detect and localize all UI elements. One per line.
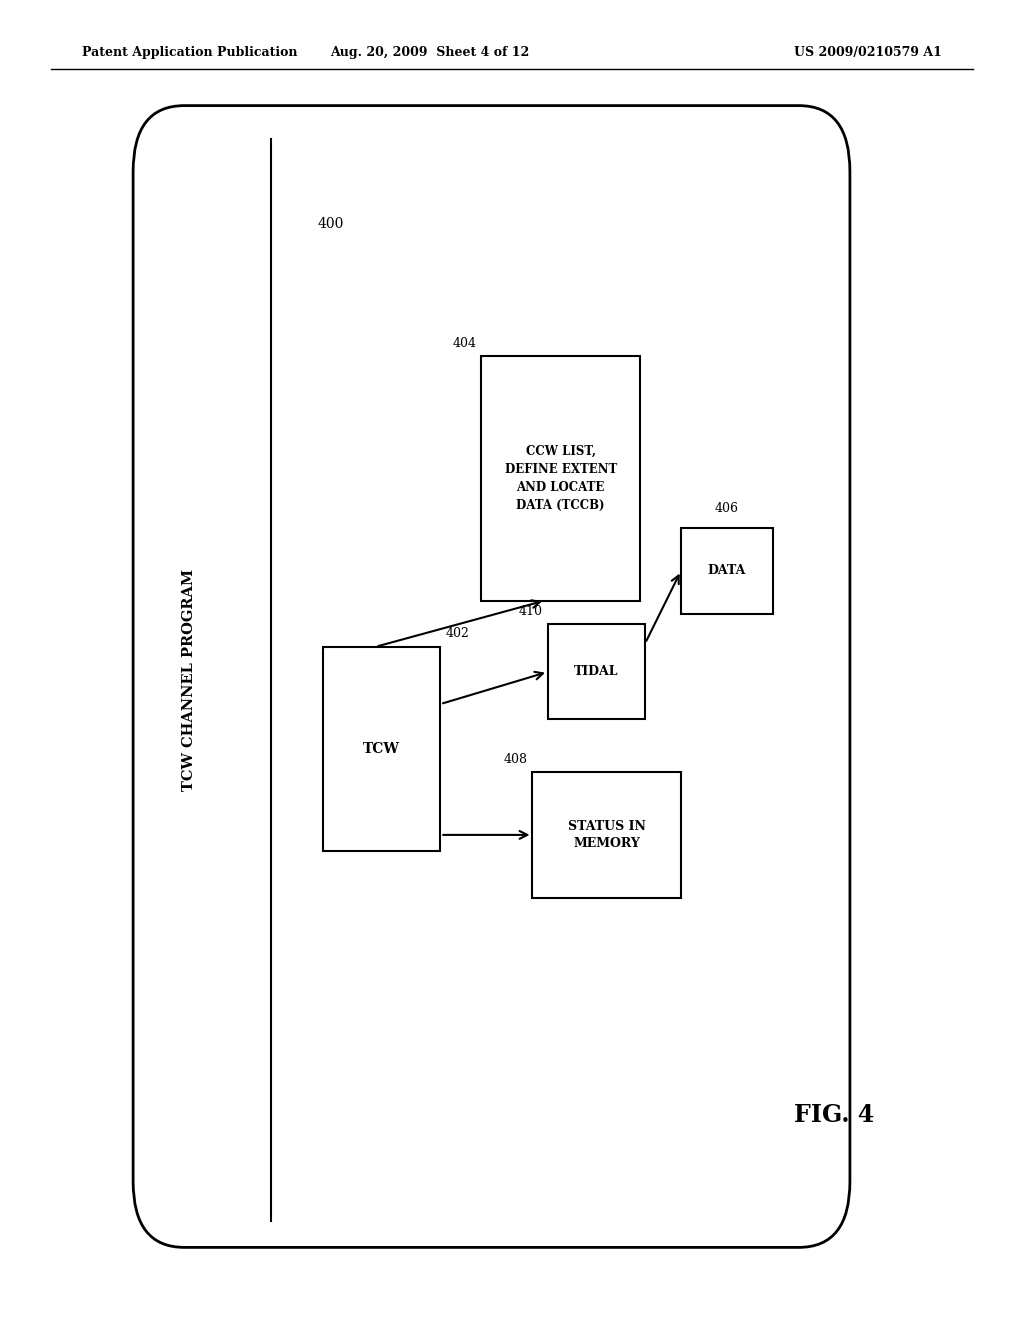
Text: 408: 408 xyxy=(504,752,527,766)
Text: TCW CHANNEL PROGRAM: TCW CHANNEL PROGRAM xyxy=(182,569,197,791)
Text: 402: 402 xyxy=(445,627,469,640)
Text: TIDAL: TIDAL xyxy=(574,665,618,678)
Text: STATUS IN
MEMORY: STATUS IN MEMORY xyxy=(567,820,646,850)
Text: 404: 404 xyxy=(453,337,476,350)
FancyBboxPatch shape xyxy=(323,647,440,851)
FancyBboxPatch shape xyxy=(532,772,681,898)
Text: FIG. 4: FIG. 4 xyxy=(795,1104,874,1127)
FancyBboxPatch shape xyxy=(681,528,773,614)
FancyBboxPatch shape xyxy=(481,356,640,601)
Text: Aug. 20, 2009  Sheet 4 of 12: Aug. 20, 2009 Sheet 4 of 12 xyxy=(331,46,529,59)
Text: 406: 406 xyxy=(715,502,739,515)
Text: Patent Application Publication: Patent Application Publication xyxy=(82,46,297,59)
FancyBboxPatch shape xyxy=(133,106,850,1247)
FancyBboxPatch shape xyxy=(548,624,645,719)
Text: 410: 410 xyxy=(519,605,543,618)
Text: US 2009/0210579 A1: US 2009/0210579 A1 xyxy=(795,46,942,59)
Text: CCW LIST,
DEFINE EXTENT
AND LOCATE
DATA (TCCB): CCW LIST, DEFINE EXTENT AND LOCATE DATA … xyxy=(505,445,616,512)
Text: 400: 400 xyxy=(317,218,344,231)
Text: TCW: TCW xyxy=(362,742,400,756)
Text: DATA: DATA xyxy=(708,565,746,577)
